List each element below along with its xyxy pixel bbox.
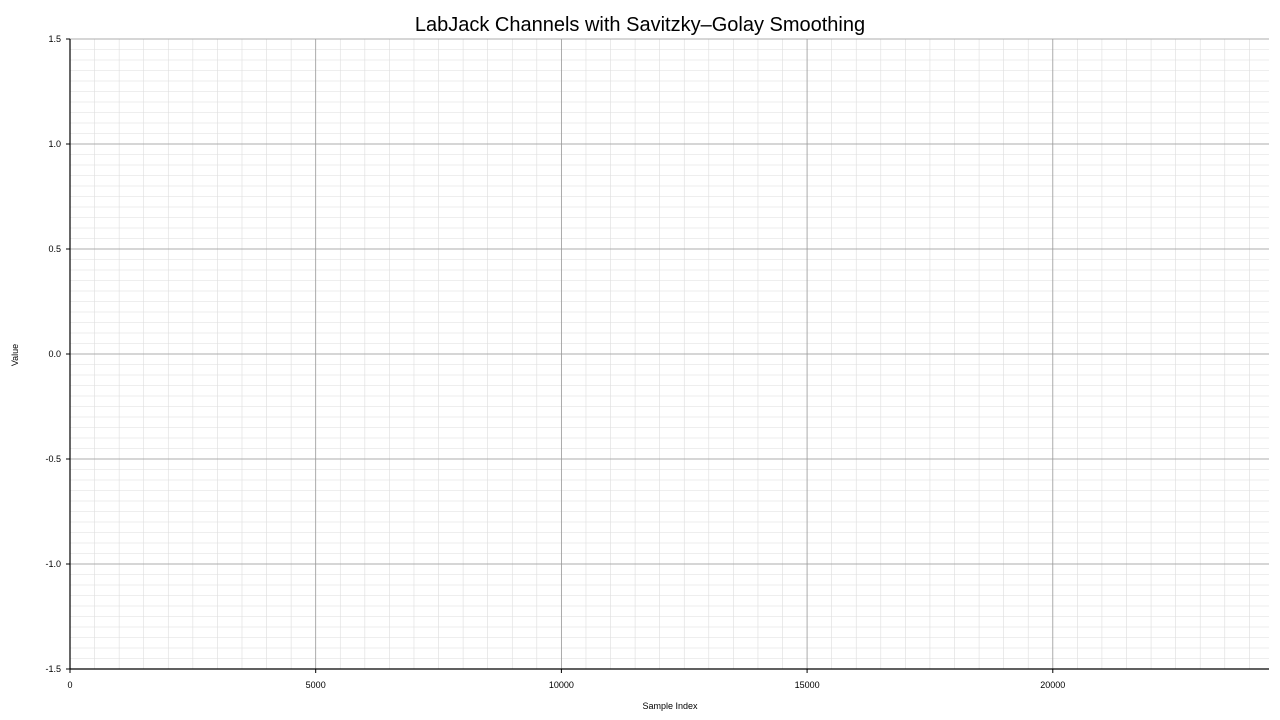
y-tick-label: 0.5 [48,244,61,254]
chart-title: LabJack Channels with Savitzky–Golay Smo… [415,14,865,36]
x-tick-label: 5000 [306,680,326,690]
x-axis-label: Sample Index [642,701,698,711]
y-axis-ticks: -1.5 -1.0 -0.5 0.0 0.5 1.0 1.5 [45,34,70,674]
x-tick-label: 10000 [549,680,574,690]
y-tick-label: 0.0 [48,349,61,359]
y-tick-label: 1.0 [48,139,61,149]
y-axis-label: Value [10,344,20,366]
x-tick-label: 0 [67,680,72,690]
y-tick-label: -1.0 [45,559,61,569]
x-axis-ticks: 0 5000 10000 15000 20000 [67,669,1065,690]
y-tick-label: -0.5 [45,454,61,464]
y-tick-label: 1.5 [48,34,61,44]
y-tick-label: -1.5 [45,664,61,674]
x-tick-label: 20000 [1040,680,1065,690]
x-tick-label: 15000 [795,680,820,690]
